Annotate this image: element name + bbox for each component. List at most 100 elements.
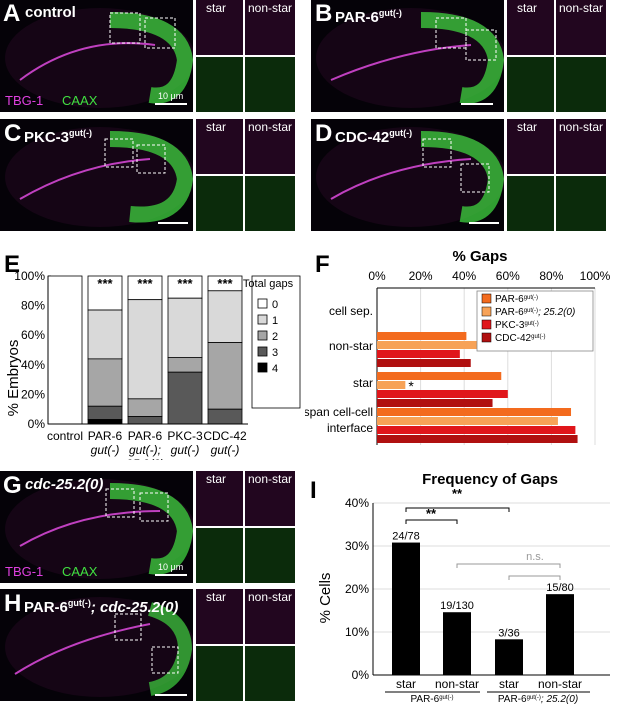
- y-tick-label: 0%: [352, 668, 370, 682]
- condition-sup: gut(-): [378, 8, 402, 18]
- panel-b-embryo-image: B PAR-6gut(-): [311, 0, 504, 112]
- horizontal-bar: [377, 417, 558, 425]
- horizontal-bar: [377, 435, 578, 443]
- y-tick-label: 80%: [21, 299, 45, 313]
- horizontal-bar: [377, 359, 471, 367]
- stacked-bar-segment: [47, 275, 83, 425]
- significance-bracket: [405, 507, 510, 512]
- stacked-bar-segment: [207, 290, 243, 343]
- category-label: CDC-42: [203, 429, 247, 443]
- significance-marker: ***: [177, 276, 193, 291]
- stacked-bar-segment: [207, 342, 243, 410]
- roi-box: [144, 17, 176, 49]
- inset-nonstar-magenta: non-star: [556, 119, 606, 174]
- legend-box: [476, 290, 594, 352]
- condition-label: PAR-6gut(-); cdc-25.2(0): [24, 595, 178, 616]
- group-label-extra: ; 25.2(0): [541, 694, 578, 705]
- inset-label-nonstar: non-star: [559, 120, 604, 134]
- significance-marker: ***: [137, 276, 153, 291]
- legend-label: 3: [272, 347, 278, 359]
- panel-c-embryo-image: C PKC-3gut(-): [0, 119, 193, 231]
- significance-marker: n.s.: [526, 551, 544, 563]
- legend-swatch: [481, 332, 492, 343]
- panel-letter-e: E: [4, 251, 20, 278]
- x-tick-label: non-star: [435, 677, 479, 691]
- horizontal-bar: [377, 426, 576, 434]
- inset-label-star: star: [206, 590, 227, 604]
- legend-swatch: [481, 293, 492, 304]
- panel-letter-b: B: [315, 0, 333, 27]
- inset-label-nonstar: non-star: [248, 472, 293, 486]
- stain-label-caax: CAAX: [62, 564, 98, 579]
- panel-i-chart: I Frequency of Gaps % Cells 0% 10% 20% 30% 4…: [310, 471, 610, 705]
- bar: [546, 594, 574, 675]
- legend-label: 2: [272, 331, 278, 343]
- group-label-name: PAR-6: [410, 694, 439, 705]
- condition-label: CDC-42gut(-): [335, 125, 412, 146]
- panel-letter-d: D: [315, 120, 333, 147]
- inset-label-star: star: [517, 120, 538, 134]
- x-tick-label: 60%: [496, 269, 520, 283]
- legend-swatch: [257, 298, 268, 309]
- x-tick-label: 0%: [368, 269, 386, 283]
- inset-star-magenta: star: [196, 471, 243, 526]
- y-tick-label: 10%: [345, 625, 369, 639]
- chart-title: Frequency of Gaps: [422, 471, 558, 488]
- panel-letter-i: I: [310, 477, 317, 504]
- significance-marker: *: [408, 378, 414, 394]
- stacked-bar-segment: [167, 371, 203, 425]
- significance-marker: **: [426, 506, 437, 521]
- bar: [392, 542, 420, 675]
- category-label: control: [47, 429, 83, 443]
- x-tick-label: non-star: [538, 677, 582, 691]
- condition-label: cdc-25.2(0): [25, 476, 104, 493]
- group-label: PAR-6gut(-): [410, 694, 453, 705]
- horizontal-bar: [377, 372, 502, 380]
- inset-nonstar-green: [245, 57, 295, 112]
- legend-label-name: CDC-42: [495, 333, 532, 344]
- inset-nonstar-green: [556, 176, 606, 231]
- category-label: gut(-): [91, 443, 120, 457]
- bar-label: 3/36: [498, 627, 519, 639]
- category-label: cell sep.: [329, 304, 373, 318]
- panel-e-chart: E % Embryos 0% 20% 40% 60% 80% 100% *** *** ***…: [4, 251, 301, 460]
- legend-swatch: [257, 314, 268, 325]
- horizontal-bar: [377, 390, 508, 398]
- bar: [443, 612, 471, 675]
- condition-label: PAR-6gut(-): [335, 5, 402, 26]
- stacked-bar-segment: [207, 408, 243, 425]
- legend-label-sup: gut(-): [524, 295, 538, 301]
- inset-nonstar-green: [245, 646, 295, 701]
- y-tick-label: 100%: [14, 269, 45, 283]
- significance-marker: **: [452, 486, 463, 501]
- inset-label-nonstar: non-star: [248, 1, 293, 15]
- y-tick-label: 40%: [345, 496, 369, 510]
- legend-label-sup: gut(-): [531, 334, 545, 340]
- legend-label-sup: gut(-): [524, 321, 538, 327]
- group-label: PAR-6gut(-); 25.2(0): [498, 694, 578, 705]
- legend-swatch: [257, 330, 268, 341]
- inset-star-green: [196, 528, 243, 583]
- inset-nonstar-green: [245, 528, 295, 583]
- inset-label-star: star: [206, 472, 227, 486]
- category-label: span cell-cell: [305, 405, 373, 419]
- stain-label-caax: CAAX: [62, 93, 98, 108]
- y-axis-label: % Cells: [317, 573, 334, 624]
- inset-label-nonstar: non-star: [559, 1, 604, 15]
- legend-label: 1: [272, 315, 278, 327]
- x-tick-label: 20%: [409, 269, 433, 283]
- inset-label-nonstar: non-star: [248, 590, 293, 604]
- inset-label-star: star: [206, 120, 227, 134]
- inset-star-magenta: star: [196, 589, 243, 644]
- inset-star-magenta: star: [196, 119, 243, 174]
- stacked-bar-segment: [167, 357, 203, 373]
- horizontal-bar: [377, 381, 406, 389]
- panel-letter-f: F: [315, 251, 330, 278]
- stacked-bar-segment: [87, 358, 123, 407]
- category-label: gut(-): [171, 443, 200, 457]
- condition-label: control: [25, 4, 76, 21]
- bar-label: 24/78: [392, 531, 420, 543]
- bar-label: 19/130: [440, 600, 474, 612]
- y-tick-label: 0%: [28, 417, 46, 431]
- legend-label: PAR-6gut(-); 25.2(0): [495, 307, 575, 318]
